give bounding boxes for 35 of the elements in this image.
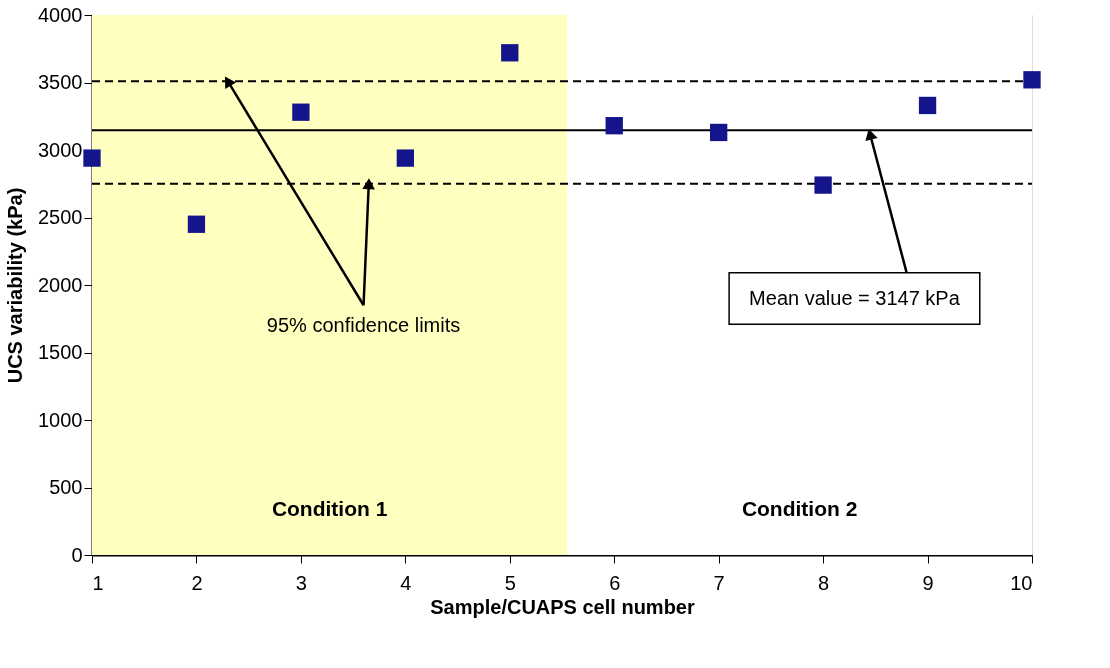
y-tick-label: 4000 (38, 3, 83, 26)
band-label: Condition 2 (741, 497, 858, 520)
x-tick-label: 5 (504, 571, 516, 594)
x-tick-label: 2 (191, 571, 203, 594)
x-tick-label: 4 (400, 571, 412, 594)
x-tick-label: 8 (818, 571, 830, 594)
y-tick-label: 2000 (38, 273, 83, 296)
point (814, 176, 832, 194)
x-tick-label: 9 (922, 571, 934, 594)
x-tick-label: 7 (713, 571, 725, 594)
y-tick-label: 2500 (38, 206, 83, 228)
x-tick-label: 1 (92, 571, 104, 594)
y-tick-label: 500 (49, 476, 83, 498)
x-tick-label: 6 (609, 571, 621, 594)
point (501, 44, 519, 62)
x-axis-title: Sample/CUAPS cell number (430, 595, 695, 618)
point (605, 117, 623, 135)
ref-line-label: Mean value = 3147 kPa (749, 286, 961, 309)
point (1023, 71, 1041, 89)
point (187, 215, 206, 233)
point (918, 96, 937, 115)
x-tick-label: 10 (1010, 571, 1033, 594)
y-tick-label: 0 (71, 543, 83, 566)
y-tick-label: 3000 (38, 138, 83, 161)
y-tick-label: 1000 (38, 408, 83, 431)
y-tick-label: 3500 (38, 71, 83, 93)
annotation: 95% confidence limits (266, 313, 461, 336)
point (396, 149, 414, 167)
y-axis-title: UCS variability (kPa) (4, 187, 27, 384)
x-tick-label: 3 (295, 571, 307, 594)
point (292, 103, 310, 121)
band-label: Condition 1 (271, 497, 388, 520)
y-tick-label: 1500 (38, 341, 83, 363)
point (710, 123, 728, 142)
point (83, 149, 101, 167)
